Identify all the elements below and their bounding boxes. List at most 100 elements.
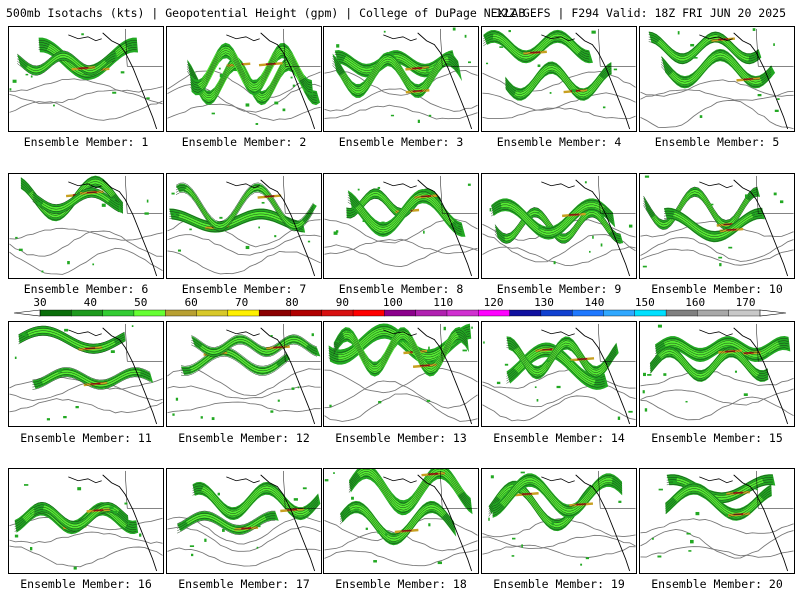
isotach-speckle	[200, 416, 203, 419]
height-contour	[18, 330, 125, 350]
map-canvas	[167, 323, 321, 425]
isotach-speckle	[101, 203, 106, 207]
ensemble-member-map	[8, 468, 164, 574]
political-border	[756, 175, 794, 214]
ensemble-member-map	[481, 321, 637, 427]
height-contour	[666, 479, 773, 499]
isotach-speckle	[779, 200, 784, 204]
colorbar-segment	[634, 309, 667, 317]
isotach-speckle	[111, 198, 116, 200]
colorbar-right-arrow	[759, 309, 787, 317]
isotach-speckle	[219, 73, 224, 78]
isotach-speckle	[64, 328, 69, 332]
height-contour	[643, 186, 758, 221]
product-title: 500mb Isotachs (kts) | Geopotential Heig…	[6, 6, 526, 20]
map-canvas	[9, 28, 163, 130]
height-contour	[505, 72, 612, 100]
height-contour	[482, 518, 636, 538]
isotach-speckle	[719, 263, 722, 267]
height-contour	[9, 247, 163, 275]
height-contour	[192, 485, 319, 512]
height-contour	[348, 469, 471, 504]
page-header: 500mb Isotachs (kts) | Geopotential Heig…	[4, 6, 796, 22]
height-contour	[20, 185, 124, 221]
isotach-speckle	[423, 230, 425, 234]
height-contour	[491, 199, 614, 229]
isotach-speckle	[29, 547, 33, 551]
height-contour	[191, 343, 317, 358]
height-contour	[32, 376, 151, 390]
height-contour	[663, 210, 763, 235]
height-contour	[177, 517, 276, 533]
isotach-speckle	[728, 246, 733, 249]
height-contour	[492, 482, 623, 514]
isotach-speckle	[553, 32, 556, 35]
isotach-speckle	[329, 404, 332, 408]
isotach-speckle	[270, 335, 273, 337]
height-contour	[180, 355, 288, 376]
coastline	[575, 327, 631, 425]
isotach-speckle	[426, 68, 429, 72]
height-contour	[334, 54, 453, 69]
isotach-speckle	[744, 194, 748, 198]
map-canvas	[324, 27, 478, 130]
height-contour	[347, 193, 462, 228]
height-contour	[324, 104, 478, 120]
ensemble-member-caption: Ensemble Member: 17	[178, 577, 310, 591]
ensemble-member-caption: Ensemble Member: 7	[181, 282, 307, 296]
colorbar-segment	[540, 309, 573, 317]
isotach-speckle	[146, 199, 149, 203]
isotach-speckle	[734, 370, 738, 373]
coastline	[383, 34, 417, 42]
height-contour	[643, 191, 758, 226]
height-contour	[17, 60, 116, 76]
isotach-speckle	[657, 555, 662, 558]
height-contour	[649, 355, 768, 382]
isotach-speckle	[362, 220, 365, 222]
coastline	[102, 179, 158, 277]
colorbar-strip	[13, 309, 787, 317]
height-contour	[482, 395, 636, 422]
ensemble-member-map	[639, 173, 795, 279]
isotach-speckle	[437, 561, 443, 565]
ensemble-member-map	[166, 321, 322, 427]
map-canvas	[167, 470, 321, 572]
political-border	[756, 28, 794, 67]
political-border	[598, 28, 636, 67]
isotach-speckle	[536, 399, 539, 402]
ensemble-member-map	[639, 468, 795, 574]
height-contour	[663, 217, 763, 242]
jet-stream-secondary	[17, 50, 119, 76]
colorbar-tick-label: 120	[483, 296, 504, 309]
isotach-speckle	[270, 410, 274, 413]
isotach-speckle	[378, 400, 382, 404]
ensemble-member-caption: Ensemble Member: 2	[181, 135, 307, 149]
height-contour	[324, 244, 478, 267]
coastline	[417, 474, 473, 572]
political-border	[440, 175, 478, 214]
height-contour	[332, 54, 459, 87]
height-contour	[192, 490, 319, 517]
political-border	[283, 175, 321, 214]
isotach-speckle	[521, 544, 523, 548]
height-contour	[33, 511, 129, 532]
colorbar-segment	[509, 309, 542, 317]
height-contour	[640, 528, 794, 559]
isotach-speckle	[255, 123, 259, 125]
height-contour	[189, 47, 312, 86]
isotach-speckle	[53, 104, 55, 107]
coastline	[226, 329, 260, 337]
isotach-speckle	[14, 534, 19, 538]
coastline	[417, 179, 473, 277]
isotach-speckle	[551, 522, 554, 526]
map-canvas	[640, 28, 794, 130]
isotach-speckle	[189, 545, 195, 547]
isotach-speckle	[464, 34, 467, 38]
jet-stream-secondary	[333, 326, 469, 377]
map-canvas	[324, 175, 478, 277]
height-contour	[643, 189, 758, 223]
isotach-speckle	[365, 527, 368, 530]
height-contour	[32, 187, 120, 205]
jet-stream-secondary	[348, 469, 473, 516]
isotach-speckle	[256, 546, 259, 549]
